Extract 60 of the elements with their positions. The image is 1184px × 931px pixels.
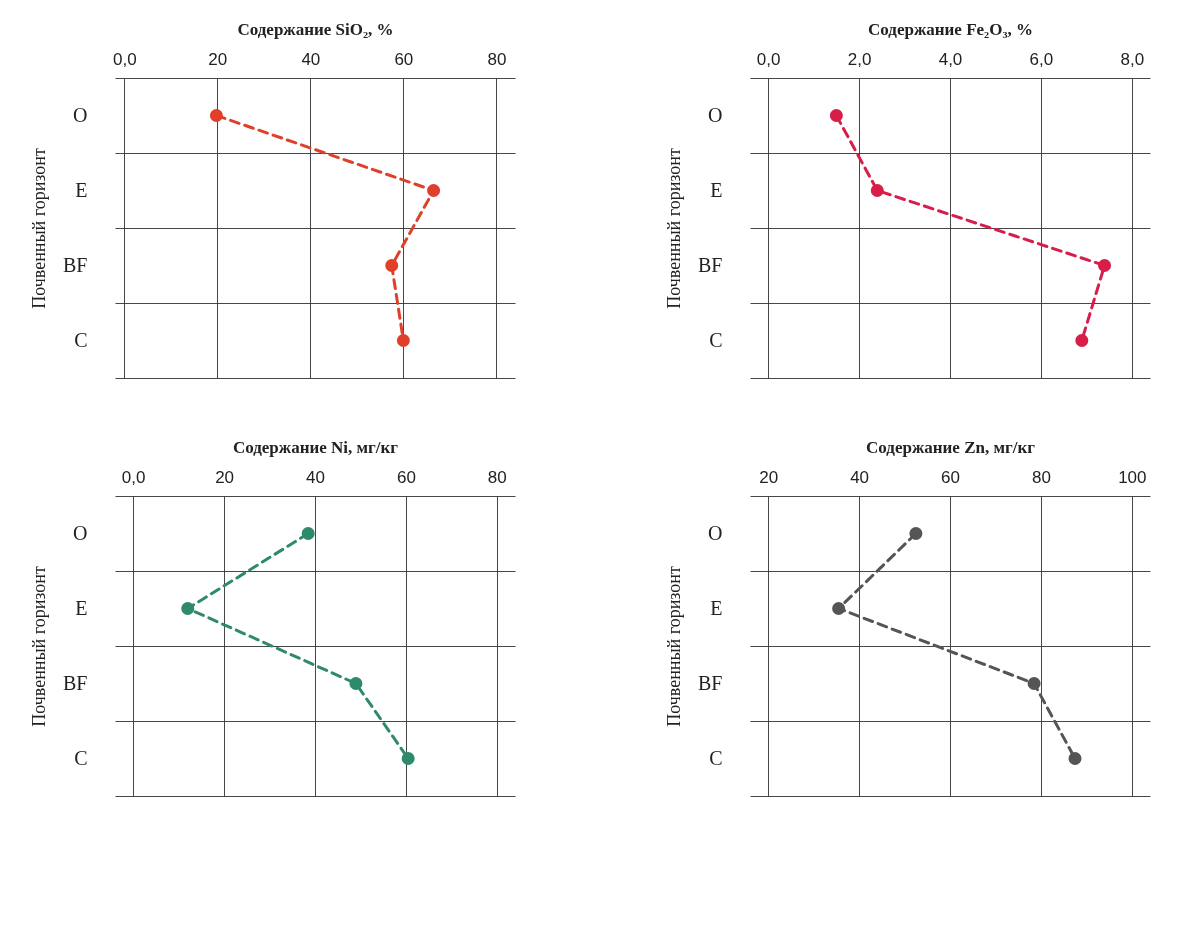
y-tick-label: O: [73, 104, 88, 126]
x-tick-label: 0,0: [756, 49, 781, 69]
point: [209, 108, 223, 123]
y-tick-label: C: [74, 329, 88, 351]
x-tick-label: 60: [394, 49, 414, 69]
x-tick-label: 20: [759, 467, 779, 487]
point: [1075, 333, 1089, 348]
x-axis-title: Содержание Zn, мг/кг: [866, 437, 1036, 457]
x-tick-label: 40: [850, 467, 870, 487]
x-tick-label: 2,0: [847, 49, 872, 69]
y-tick-label: BF: [63, 672, 88, 694]
x-tick-label: 6,0: [1029, 49, 1054, 69]
y-tick-label: O: [708, 104, 723, 126]
y-tick-label: O: [708, 522, 723, 544]
x-tick-label: 80: [1031, 467, 1051, 487]
x-tick-label: 40: [301, 49, 321, 69]
y-tick-label: BF: [698, 254, 723, 276]
x-tick-label: 100: [1118, 467, 1147, 487]
x-tick-label: 60: [396, 467, 416, 487]
point: [385, 258, 399, 273]
point: [301, 526, 315, 541]
y-tick-label: O: [73, 522, 88, 544]
y-tick-label: C: [709, 747, 723, 769]
point: [349, 676, 363, 691]
x-tick-label: 0,0: [121, 467, 146, 487]
point: [1068, 751, 1082, 766]
point: [1027, 676, 1041, 691]
y-axis-title: Почвенный горизонт: [29, 566, 50, 727]
x-axis-title: Содержание Fe₂O₃, %: [868, 19, 1033, 39]
x-tick-label: 20: [215, 467, 235, 487]
point: [832, 601, 846, 616]
x-axis-title: Содержание SiO₂, %: [237, 19, 394, 39]
x-tick-label: 60: [941, 467, 960, 487]
y-tick-label: BF: [63, 254, 88, 276]
y-tick-label: C: [74, 747, 88, 769]
x-tick-label: 80: [487, 467, 507, 487]
y-tick-label: BF: [698, 672, 723, 694]
point: [909, 526, 923, 541]
y-tick-label: C: [709, 329, 723, 351]
x-axis-title: Содержание Ni, мг/кг: [232, 437, 399, 457]
x-tick-label: 40: [306, 467, 325, 487]
x-tick-label: 80: [487, 49, 507, 69]
y-axis-title: Почвенный горизонт: [29, 148, 50, 309]
y-tick-label: E: [75, 597, 88, 619]
x-tick-label: 8,0: [1120, 49, 1145, 69]
y-tick-label: E: [710, 179, 723, 201]
point: [1098, 258, 1112, 273]
x-tick-label: 4,0: [938, 49, 963, 69]
x-tick-label: 20: [208, 49, 228, 69]
point: [181, 601, 195, 616]
point: [396, 333, 410, 348]
point: [829, 108, 843, 123]
point: [427, 183, 441, 198]
y-axis-title: Почвенный горизонт: [664, 566, 685, 727]
point: [401, 751, 415, 766]
y-tick-label: E: [710, 597, 723, 619]
y-tick-label: E: [75, 179, 88, 201]
y-axis-title: Почвенный горизонт: [664, 148, 685, 309]
x-tick-label: 0,0: [112, 49, 137, 69]
point: [870, 183, 884, 198]
